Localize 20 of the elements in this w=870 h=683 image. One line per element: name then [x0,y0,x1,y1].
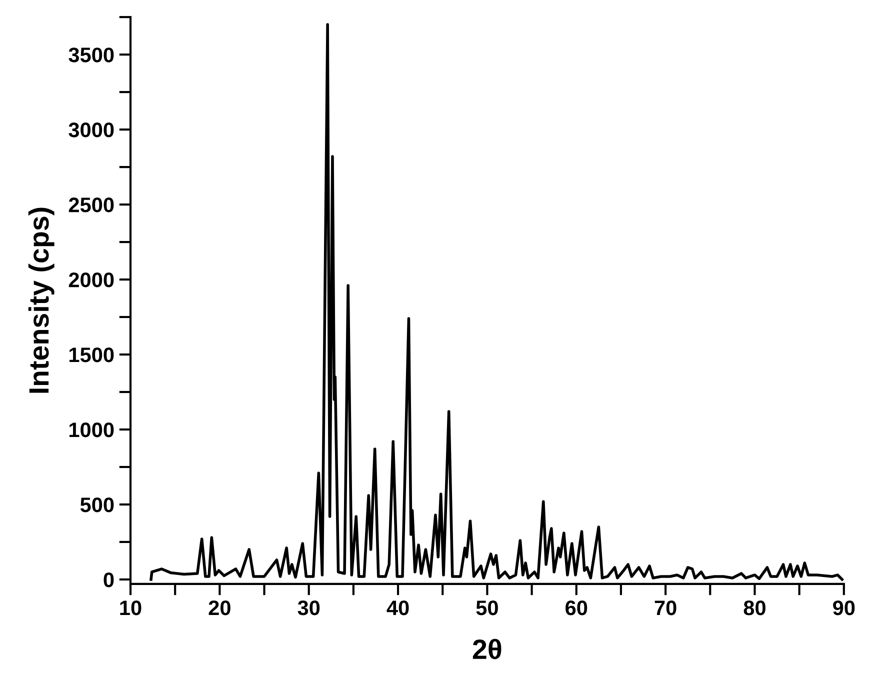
x-tick-label: 10 [120,600,142,616]
y-tick-label: 3000 [68,122,114,138]
line-series [150,23,844,581]
x-tick-label: 40 [386,600,409,616]
x-tick-label: 30 [298,600,320,616]
y-tick-label: 0 [104,572,114,588]
x-tick-label: 70 [654,600,676,616]
y-tick-label: 1000 [70,422,114,438]
y-tick-label: 2500 [68,198,114,212]
x-axis-title: 2θ [472,638,502,660]
y-tick-label: 2000 [68,272,114,288]
y-tick-label: 500 [80,497,114,512]
x-tick-label: 80 [744,600,766,616]
y-tick-label: 3500 [68,48,114,62]
y-axis-title: Intensity (cps) [28,208,54,393]
y-tick-label: 1500 [70,348,114,362]
x-tick-label: 20 [208,600,230,616]
x-tick-label: 90 [833,600,855,616]
x-tick-label: 60 [566,600,588,616]
x-tick-label: 50 [476,600,498,616]
